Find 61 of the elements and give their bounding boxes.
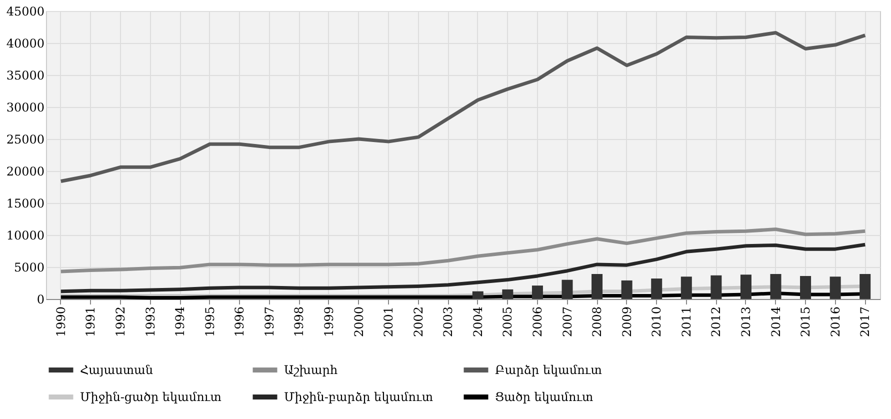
bar — [472, 291, 484, 299]
x-tick-label: 2015 — [798, 306, 813, 338]
x-tick-label: 1990 — [54, 306, 68, 338]
y-tick-label: 10000 — [6, 228, 44, 242]
y-tick-label: 40000 — [6, 36, 44, 50]
x-tick-label: 2008 — [590, 306, 604, 338]
bar — [770, 274, 782, 299]
x-tick-label: 2017 — [858, 306, 872, 338]
x-tick-label: 1993 — [143, 306, 158, 338]
x-tick-label: 2004 — [470, 306, 485, 338]
bar — [680, 276, 692, 299]
line-series — [59, 242, 867, 294]
bar — [651, 278, 662, 299]
y-tick-label: 25000 — [6, 132, 44, 146]
x-tick-label: 1994 — [173, 306, 188, 338]
y-tick-label: 35000 — [6, 68, 44, 82]
y-tick-label: 45000 — [6, 4, 44, 18]
bar — [710, 275, 722, 299]
bar — [740, 274, 752, 299]
bar — [562, 280, 573, 299]
x-tick-label: 2010 — [650, 306, 664, 338]
bar — [532, 286, 543, 299]
x-tick-label: 1999 — [322, 306, 336, 338]
x-tick-label: 1998 — [292, 306, 306, 338]
x-tick-label: 2006 — [530, 306, 544, 338]
x-tick-label: 2007 — [560, 306, 574, 338]
legend-label: Միջին-բարձր եկամուտ — [284, 390, 433, 404]
x-tick-label: 1997 — [262, 306, 276, 338]
y-tick-label: 20000 — [6, 164, 44, 178]
line-series — [59, 31, 867, 183]
bar — [592, 274, 603, 299]
bar — [830, 276, 841, 299]
legend-label: Աշխարհ — [284, 363, 338, 377]
y-tick-label: 15000 — [6, 196, 44, 210]
x-tick-label: 2002 — [411, 306, 426, 338]
x-tick-label: 2011 — [679, 306, 694, 338]
line-series — [59, 227, 867, 274]
x-tick-label: 2009 — [620, 306, 634, 338]
bar — [800, 276, 812, 299]
bar — [860, 274, 871, 299]
x-tick-label: 1991 — [84, 306, 98, 338]
legend-label: Միջին-ցածր եկամուտ — [80, 390, 222, 404]
x-tick-label: 2000 — [352, 306, 366, 338]
bar — [502, 289, 514, 299]
legend-label: Ցածր եկամուտ — [495, 390, 594, 404]
y-tick-label: 5000 — [14, 260, 44, 274]
x-tick-label: 2016 — [828, 306, 842, 338]
x-tick-label: 1992 — [113, 306, 128, 338]
legend-label: Հայաստան — [80, 363, 154, 377]
bar — [621, 280, 632, 299]
x-tick-label: 2003 — [441, 306, 456, 338]
y-tick-label: 30000 — [6, 100, 44, 114]
x-tick-label: 2012 — [709, 306, 724, 338]
y-tick-label: 0 — [36, 292, 44, 306]
x-tick-label: 2001 — [382, 306, 396, 338]
x-tick-label: 1995 — [202, 306, 217, 338]
legend-label: Բարձր եկամուտ — [495, 363, 602, 377]
x-tick-label: 1996 — [232, 306, 247, 338]
x-tick-label: 2005 — [500, 306, 515, 338]
x-tick-label: 2014 — [768, 306, 783, 338]
x-tick-label: 2013 — [738, 306, 753, 338]
